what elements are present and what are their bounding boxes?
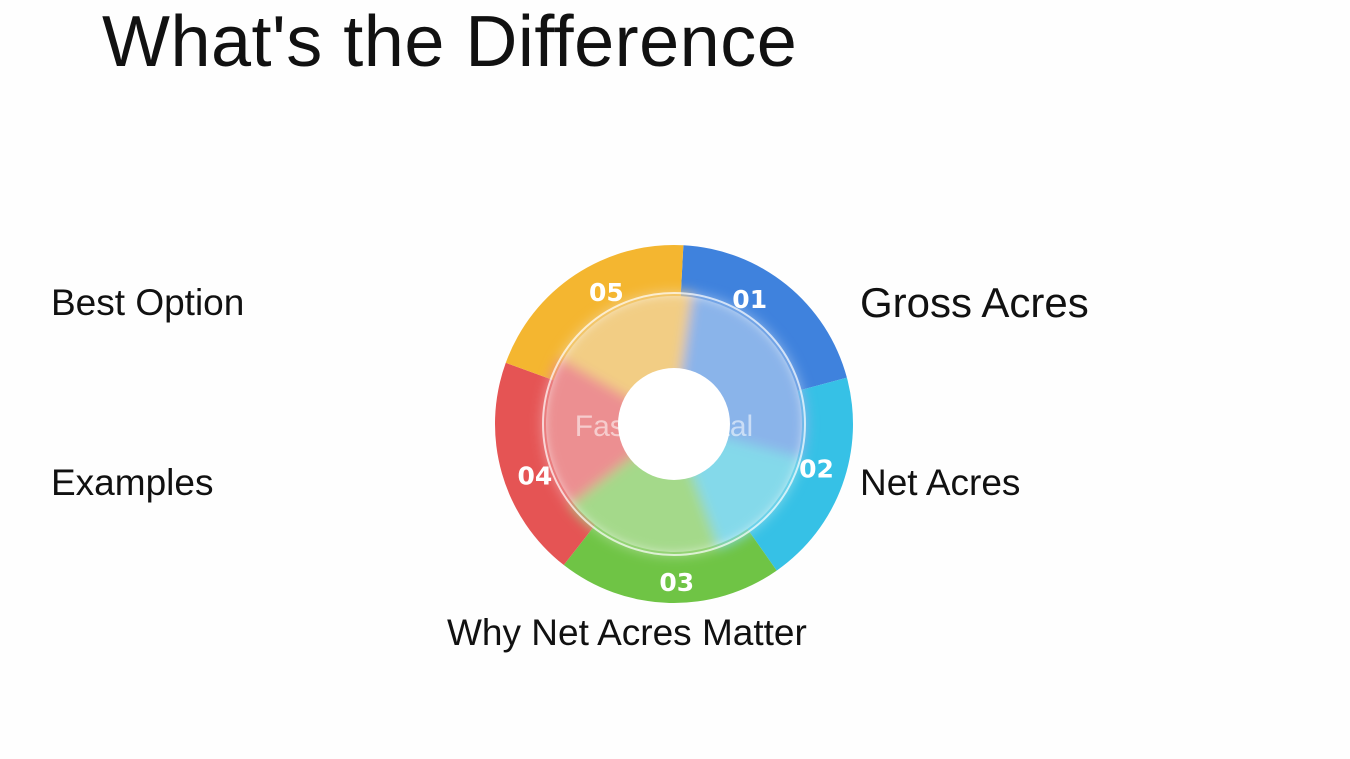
outer-segment-02 <box>747 377 853 571</box>
inner-segment-04 <box>542 358 643 506</box>
segment-number-03: 03 <box>659 568 694 597</box>
inner-segment-02 <box>687 434 802 549</box>
label-why-net-acres-matter: Why Net Acres Matter <box>447 612 807 653</box>
outer-segment-04 <box>494 362 596 566</box>
label-best-option: Best Option <box>51 282 245 323</box>
inner-ring-border <box>542 292 806 556</box>
outer-segment-05 <box>505 245 684 381</box>
watermark-text: FasterCapital <box>575 410 753 443</box>
outer-ring <box>494 245 853 603</box>
segment-numbers: 01 02 03 04 05 <box>518 278 834 597</box>
segment-number-05: 05 <box>589 278 624 307</box>
segment-number-01: 01 <box>732 285 767 314</box>
center-hole <box>618 368 730 480</box>
label-gross-acres: Gross Acres <box>860 279 1089 326</box>
segment-number-02: 02 <box>799 455 834 484</box>
segment-number-04: 04 <box>518 462 553 491</box>
label-net-acres: Net Acres <box>860 462 1021 503</box>
page-title: What's the Difference <box>102 2 798 82</box>
outer-segment-01 <box>680 245 847 391</box>
label-examples: Examples <box>51 462 214 503</box>
inner-segment-01 <box>679 293 807 459</box>
